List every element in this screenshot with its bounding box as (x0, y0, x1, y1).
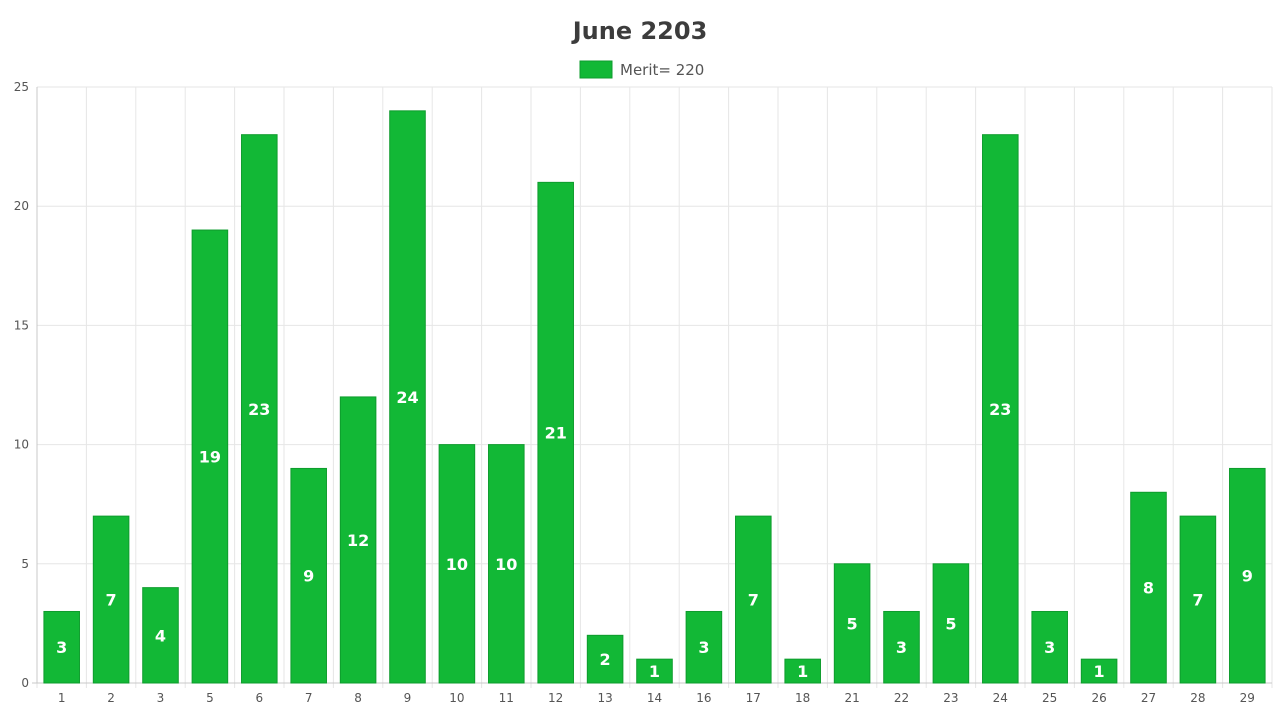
bar[interactable] (735, 515, 772, 684)
x-tick-label: 22 (894, 691, 909, 705)
bar[interactable] (833, 563, 871, 684)
x-tick-label: 23 (943, 691, 958, 705)
bar-value-label: 7 (106, 591, 117, 610)
bar[interactable] (488, 444, 525, 684)
legend-swatch (579, 60, 613, 79)
bar[interactable] (636, 658, 673, 684)
x-tick-label: 21 (844, 691, 859, 705)
bar-value-label: 24 (396, 388, 418, 407)
x-tick-label: 16 (696, 691, 711, 705)
bar[interactable] (685, 610, 723, 684)
gridlines (36, 86, 1273, 688)
bars (43, 110, 1266, 684)
bar-value-label: 3 (896, 638, 907, 657)
bar-value-label: 7 (748, 591, 759, 610)
legend-label: Merit= 220 (620, 61, 704, 79)
bar-value-label: 7 (1192, 591, 1203, 610)
bar[interactable] (43, 610, 80, 684)
bar[interactable] (1130, 491, 1167, 684)
bar[interactable] (537, 181, 574, 684)
bar-value-label: 8 (1143, 579, 1154, 598)
x-tick-label: 1 (58, 691, 66, 705)
bar-value-label: 3 (56, 638, 67, 657)
x-tick-label: 17 (746, 691, 761, 705)
bar-value-label: 23 (989, 400, 1011, 419)
x-tick-label: 26 (1091, 691, 1106, 705)
bar-value-label: 5 (847, 614, 858, 633)
bar[interactable] (1080, 658, 1118, 684)
bar-value-label: 3 (698, 638, 709, 657)
bar-value-label: 3 (1044, 638, 1055, 657)
x-tick-label: 18 (795, 691, 810, 705)
bar[interactable] (1031, 610, 1068, 684)
bar[interactable] (438, 444, 476, 684)
bar-value-label: 1 (649, 662, 660, 681)
y-tick-label: 0 (21, 676, 29, 690)
bar[interactable] (241, 134, 278, 684)
bar-value-label: 19 (199, 448, 221, 467)
bar-value-label: 10 (446, 555, 468, 574)
x-tick-label: 10 (449, 691, 464, 705)
bar-value-label: 9 (303, 567, 314, 586)
y-tick-label: 25 (14, 80, 29, 94)
x-tick-label: 12 (548, 691, 563, 705)
bar[interactable] (191, 229, 229, 684)
y-tick-label: 10 (14, 438, 29, 452)
x-tick-label: 7 (305, 691, 313, 705)
bar[interactable] (784, 658, 821, 684)
bar-value-label: 1 (797, 662, 808, 681)
bar[interactable] (982, 134, 1019, 684)
y-tick-label: 20 (14, 199, 29, 213)
bar[interactable] (586, 634, 624, 684)
x-tick-label: 8 (354, 691, 362, 705)
x-tick-label: 27 (1141, 691, 1156, 705)
x-tick-label: 6 (255, 691, 263, 705)
bar[interactable] (92, 515, 130, 684)
bar[interactable] (290, 467, 327, 684)
x-tick-label: 24 (993, 691, 1008, 705)
x-tick-label: 29 (1240, 691, 1255, 705)
y-tick-label: 15 (14, 318, 29, 332)
bar-value-label: 21 (545, 424, 567, 443)
bar-value-label: 23 (248, 400, 270, 419)
bar-value-label: 1 (1094, 662, 1105, 681)
bar[interactable] (142, 587, 179, 684)
bar[interactable] (1229, 467, 1266, 684)
y-tick-label: 5 (21, 557, 29, 571)
bar-value-label: 2 (600, 650, 611, 669)
x-tick-label: 14 (647, 691, 662, 705)
bar[interactable] (883, 610, 920, 684)
bar-value-label: 9 (1242, 567, 1253, 586)
bar-value-label: 12 (347, 531, 369, 550)
x-tick-label: 2 (107, 691, 115, 705)
bar-value-label: 4 (155, 626, 166, 645)
bar-value-label: 10 (495, 555, 517, 574)
bar[interactable] (389, 110, 426, 684)
x-tick-label: 11 (499, 691, 514, 705)
bar[interactable] (1179, 515, 1217, 684)
legend[interactable]: Merit= 220 (579, 60, 704, 79)
x-tick-label: 5 (206, 691, 214, 705)
x-tick-label: 9 (404, 691, 412, 705)
bar-value-label: 5 (945, 614, 956, 633)
x-tick-label: 13 (597, 691, 612, 705)
x-tick-label: 25 (1042, 691, 1057, 705)
bar[interactable] (932, 563, 970, 684)
bar[interactable] (339, 396, 377, 684)
chart-title: June 2203 (571, 17, 708, 45)
x-tick-label: 3 (157, 691, 165, 705)
x-tick-label: 28 (1190, 691, 1205, 705)
